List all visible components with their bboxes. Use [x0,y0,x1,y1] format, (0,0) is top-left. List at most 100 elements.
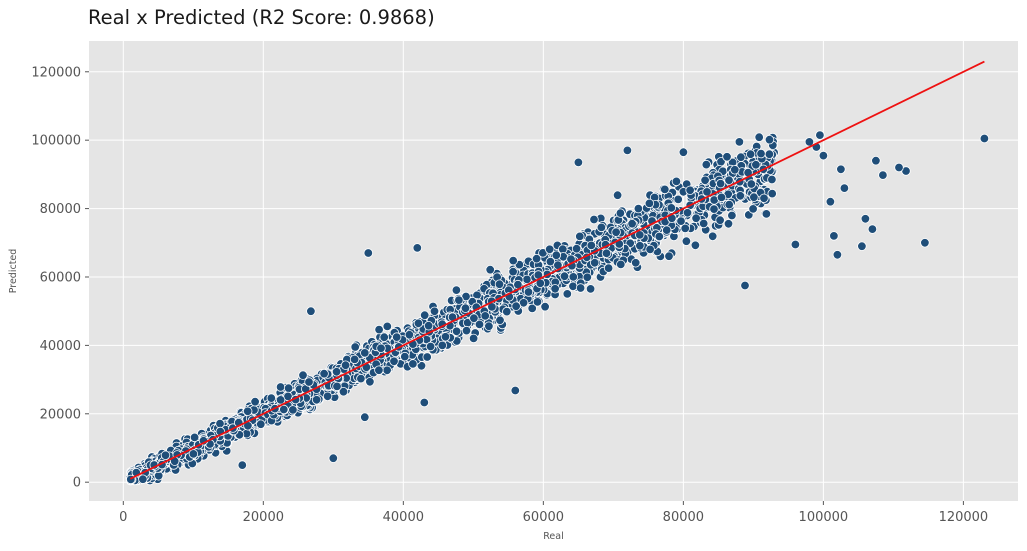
x-tick-label: 60000 [523,510,564,525]
scatter-point [153,471,164,481]
scatter-point [709,204,719,214]
identity-line [129,60,985,480]
scatter-point [691,213,701,223]
scatter-point [767,174,777,185]
y-tick-label: 20000 [40,407,81,422]
chart-title: Real x Predicted (R2 Score: 0.9868) [88,6,435,29]
scatter-point [413,318,424,329]
scatter-point [662,225,672,235]
scatter-point [304,377,314,387]
scatter-point [815,130,825,140]
scatter-point [724,175,734,185]
scatter-point [603,263,614,273]
scatter-point [751,160,761,170]
scatter-point [374,365,384,375]
scatter-point [734,137,745,147]
scatter-point [715,215,725,225]
scatter-point [474,319,485,330]
scatter-point [627,218,637,229]
scatter-point [633,203,644,214]
scatter-point [575,231,585,242]
scatter-point [724,199,734,210]
scatter-point [495,315,505,326]
scatter-point [332,381,342,392]
scatter-point [437,340,448,351]
scatter-point [422,352,432,362]
scatter-point [590,258,600,268]
scatter-point [531,254,542,264]
scatter-point [288,405,298,415]
scatter-point [756,148,766,159]
scatter-point [545,256,556,267]
scatter-point [685,185,695,196]
scatter-point [460,303,471,313]
scatter-point [740,280,750,291]
x-axis-ticks: 0 20000 40000 60000 80000 100000 120000 [119,501,988,525]
scatter-point [715,178,726,189]
scatter-point [682,208,693,218]
scatter-point [306,306,316,316]
scatter-point [829,231,839,241]
scatter-point [660,184,670,195]
scatter-point [389,356,399,367]
scatter-point [745,149,756,159]
scatter-point [589,214,599,225]
scatter-point [871,155,881,166]
scatter-point [676,216,686,226]
scatter-point [878,170,888,180]
scatter-point [322,391,333,402]
scatter-point [690,240,701,251]
scatter-point [568,272,579,282]
scatter-point [275,395,286,405]
y-tick-label: 120000 [31,65,81,80]
scatter-point [748,204,758,214]
scatter-point [571,243,582,254]
scatter-point [723,219,734,229]
scatter-point [279,404,289,415]
scatter-point [612,190,623,200]
scatter-point [730,165,740,175]
scatter-point [832,250,843,260]
scatter-point [746,179,757,189]
scatter-point [615,208,626,218]
scatter-point [511,301,521,311]
scatter-point [736,152,746,162]
scatter-point [256,419,266,429]
scatter-point [237,460,248,470]
scatter-point [678,147,689,157]
y-tick-label: 80000 [40,202,81,217]
scatter-point [494,279,505,289]
scatter-point [440,332,451,342]
scatter-point [582,272,593,283]
scatter-point [586,240,597,251]
scatter-point [551,250,562,260]
scatter-point [540,302,550,312]
scatter-point [699,218,709,229]
scatter-point [242,406,253,417]
scatter-point [635,241,645,251]
scatter-point [761,209,772,219]
scatter-point [825,196,836,207]
scatter-point [532,297,543,307]
scatter-point [328,453,339,463]
scatter-point [764,149,775,159]
y-tick-label: 60000 [40,270,81,285]
x-tick-label: 0 [119,510,127,525]
scatter-point [275,382,286,392]
scatter-point [331,367,342,377]
scatter-point [468,333,479,344]
scatter-point [568,281,578,292]
scatter-point [700,175,710,186]
scatter-point [412,243,423,253]
scatter-point [349,354,360,365]
scatter-point [189,432,200,443]
scatter-point [510,385,521,396]
scatter-point [350,342,360,352]
scatter-point [920,238,930,248]
scatter-point [374,324,384,335]
scatter-point [188,449,199,459]
scatter-point [522,274,532,285]
scatter-point [338,387,349,397]
scatter-point [340,360,351,370]
scatter-point [836,164,846,175]
